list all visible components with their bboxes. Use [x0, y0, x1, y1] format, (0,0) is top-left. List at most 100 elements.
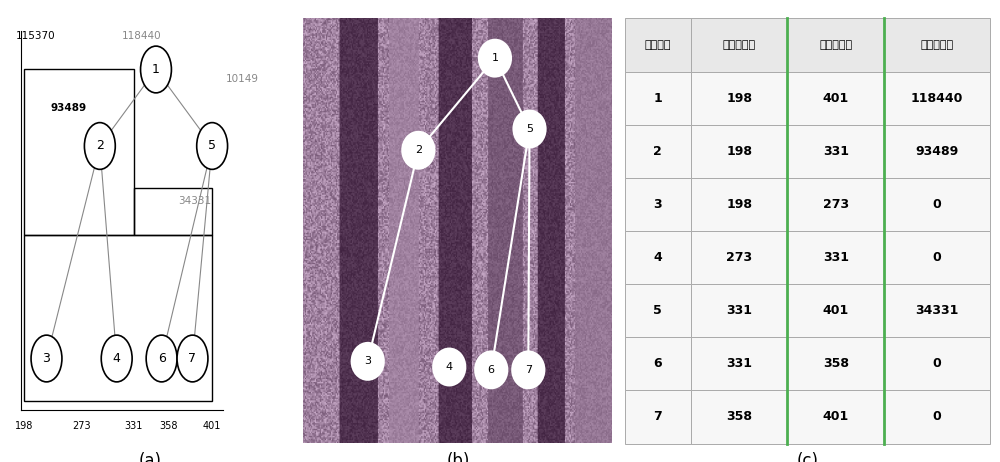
Text: 7: 7 — [525, 365, 532, 375]
FancyBboxPatch shape — [884, 72, 990, 125]
Text: 3: 3 — [43, 352, 50, 365]
FancyBboxPatch shape — [787, 390, 884, 444]
Text: 6: 6 — [158, 352, 166, 365]
Text: 1: 1 — [491, 53, 498, 63]
Circle shape — [512, 352, 544, 388]
Text: 1: 1 — [653, 91, 662, 105]
Text: 331: 331 — [726, 357, 752, 371]
FancyBboxPatch shape — [691, 390, 787, 444]
Text: 2: 2 — [96, 140, 104, 152]
FancyBboxPatch shape — [787, 72, 884, 125]
FancyBboxPatch shape — [691, 337, 787, 390]
Text: 93489: 93489 — [51, 103, 87, 113]
FancyBboxPatch shape — [691, 178, 787, 231]
Text: 6: 6 — [654, 357, 662, 371]
FancyBboxPatch shape — [884, 337, 990, 390]
Text: 198: 198 — [726, 91, 752, 105]
FancyBboxPatch shape — [625, 337, 691, 390]
Text: 358: 358 — [726, 410, 752, 424]
Circle shape — [31, 335, 62, 382]
Text: 7: 7 — [188, 352, 196, 365]
FancyBboxPatch shape — [691, 284, 787, 337]
FancyBboxPatch shape — [787, 337, 884, 390]
Text: 331: 331 — [823, 251, 849, 264]
Text: 358: 358 — [823, 357, 849, 371]
FancyBboxPatch shape — [787, 231, 884, 284]
Text: 198: 198 — [15, 421, 33, 431]
Text: 4: 4 — [653, 251, 662, 264]
FancyBboxPatch shape — [691, 125, 787, 178]
Circle shape — [146, 335, 177, 382]
Text: 1: 1 — [152, 63, 160, 76]
FancyBboxPatch shape — [691, 18, 787, 72]
FancyBboxPatch shape — [884, 284, 990, 337]
Text: 右边界位置: 右边界位置 — [819, 40, 852, 50]
Text: 2: 2 — [653, 145, 662, 158]
Text: 198: 198 — [726, 198, 752, 211]
FancyBboxPatch shape — [787, 178, 884, 231]
Text: 2: 2 — [415, 145, 422, 155]
FancyBboxPatch shape — [625, 18, 691, 72]
Text: 115370: 115370 — [16, 31, 55, 41]
FancyBboxPatch shape — [787, 125, 884, 178]
Circle shape — [352, 343, 384, 380]
Text: 7: 7 — [653, 410, 662, 424]
Circle shape — [513, 110, 546, 147]
Text: 401: 401 — [823, 91, 849, 105]
FancyBboxPatch shape — [884, 125, 990, 178]
FancyBboxPatch shape — [884, 18, 990, 72]
Circle shape — [433, 349, 465, 385]
Text: 118440: 118440 — [122, 31, 162, 41]
Circle shape — [101, 335, 132, 382]
Text: 6: 6 — [488, 365, 495, 375]
Text: 0: 0 — [933, 357, 941, 371]
Text: 358: 358 — [159, 421, 178, 431]
FancyBboxPatch shape — [691, 231, 787, 284]
Text: 结点置信度: 结点置信度 — [921, 40, 954, 50]
Text: 结点序号: 结点序号 — [645, 40, 671, 50]
FancyBboxPatch shape — [691, 72, 787, 125]
FancyBboxPatch shape — [884, 178, 990, 231]
Text: 0: 0 — [933, 251, 941, 264]
FancyBboxPatch shape — [625, 390, 691, 444]
Circle shape — [475, 352, 507, 388]
Text: 左边界位置: 左边界位置 — [723, 40, 756, 50]
Text: 198: 198 — [726, 145, 752, 158]
FancyBboxPatch shape — [884, 231, 990, 284]
Text: 10149: 10149 — [226, 74, 259, 84]
Text: 0: 0 — [933, 198, 941, 211]
Text: 0: 0 — [933, 410, 941, 424]
Circle shape — [197, 122, 228, 170]
Text: 3: 3 — [364, 356, 371, 366]
Text: (a): (a) — [139, 452, 162, 462]
Text: 5: 5 — [208, 140, 216, 152]
Text: 34331: 34331 — [915, 304, 959, 317]
FancyBboxPatch shape — [625, 231, 691, 284]
Circle shape — [84, 122, 115, 170]
Text: 4: 4 — [446, 362, 453, 372]
Text: 401: 401 — [823, 410, 849, 424]
Text: (c): (c) — [797, 452, 819, 462]
Text: 5: 5 — [526, 124, 533, 134]
Text: 93489: 93489 — [915, 145, 959, 158]
FancyBboxPatch shape — [625, 284, 691, 337]
Circle shape — [479, 40, 511, 77]
Text: (b): (b) — [446, 452, 470, 462]
Text: 34331: 34331 — [178, 196, 212, 206]
FancyBboxPatch shape — [884, 390, 990, 444]
Text: 273: 273 — [726, 251, 752, 264]
FancyBboxPatch shape — [787, 284, 884, 337]
Text: 401: 401 — [823, 304, 849, 317]
Text: 273: 273 — [72, 421, 91, 431]
Circle shape — [402, 132, 434, 169]
FancyBboxPatch shape — [625, 178, 691, 231]
Text: 331: 331 — [726, 304, 752, 317]
Text: 331: 331 — [823, 145, 849, 158]
Circle shape — [141, 46, 171, 93]
Text: 3: 3 — [654, 198, 662, 211]
Text: 273: 273 — [823, 198, 849, 211]
Text: 331: 331 — [124, 421, 143, 431]
FancyBboxPatch shape — [625, 72, 691, 125]
Text: 4: 4 — [113, 352, 121, 365]
FancyBboxPatch shape — [625, 125, 691, 178]
